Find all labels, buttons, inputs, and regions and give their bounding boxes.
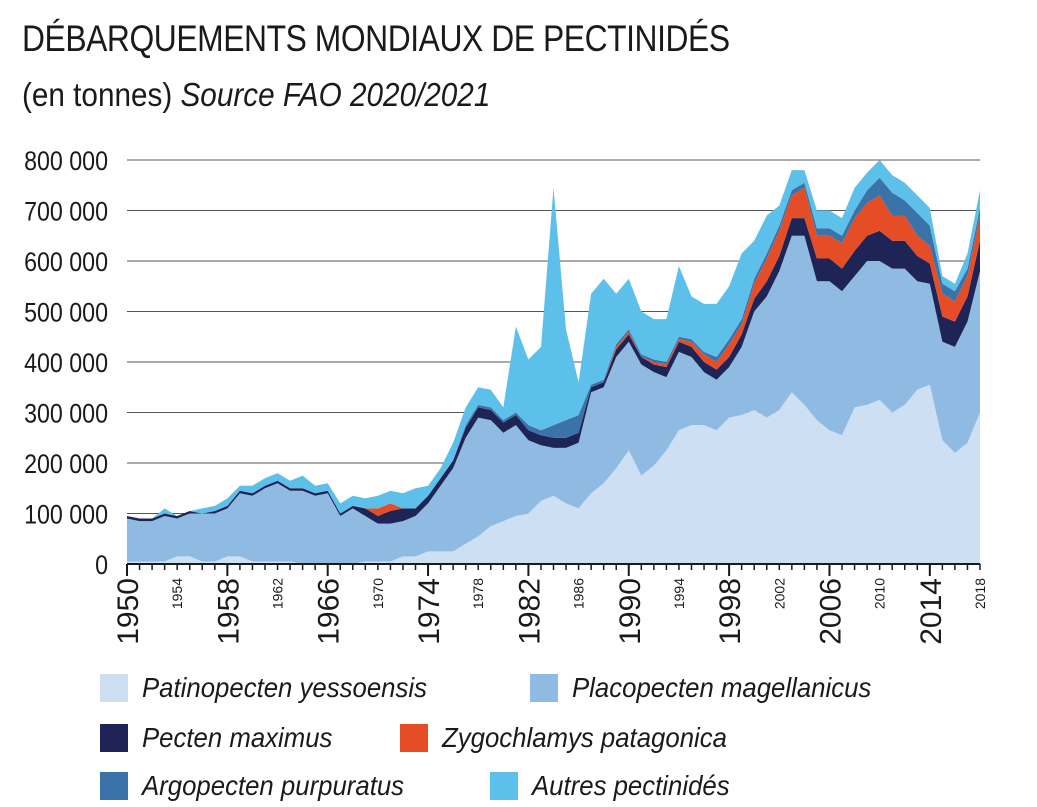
x-tick-label-minor: 1978 (470, 578, 486, 609)
x-tick-label-minor: 2002 (771, 578, 787, 609)
x-tick-label-major: 1998 (714, 578, 747, 645)
y-tick-label: 300 000 (24, 399, 108, 429)
legend-item: Placopecten magellanicus (530, 672, 897, 704)
area-pecten-maximus (127, 218, 980, 524)
stacked-area-chart: 0 100 000 200 000 300 000 400 000 500 000 600 … (24, 146, 988, 645)
y-tick-label: 100 000 (24, 500, 108, 530)
area-zygochlamys-patagonica (127, 187, 980, 519)
legend-item: Argopecten purpuratus (100, 770, 427, 802)
x-tick-label-major: 1950 (112, 578, 145, 645)
area-autres-pectinid-s (127, 160, 980, 519)
y-tick-label: 500 000 (24, 298, 108, 328)
legend-label: Patinopecten yessoensis (142, 672, 427, 703)
y-tick-label: 800 000 (24, 146, 108, 176)
area-series (127, 160, 980, 565)
x-tick-label-major: 2006 (814, 578, 847, 645)
legend-swatch (530, 674, 558, 702)
y-axis: 0 100 000 200 000 300 000 400 000 500 000 600 … (24, 146, 108, 580)
x-tick-label-minor: 1970 (370, 578, 386, 609)
legend-item: Patinopecten yessoensis (100, 672, 452, 704)
subtitle-source: Source FAO 2020/2021 (180, 76, 491, 113)
legend-item: Zygochlamys patagonica (400, 722, 752, 754)
legend-swatch (100, 772, 128, 800)
x-tick-label-minor: 1962 (270, 578, 286, 609)
x-tick-label-major: 1990 (614, 578, 647, 645)
legend-swatch (490, 772, 518, 800)
legend-item: Autres pectinidés (490, 770, 747, 802)
x-tick-label-major: 2014 (915, 578, 948, 645)
legend-label: Pecten maximus (142, 722, 333, 753)
x-tick-label-major: 1958 (212, 578, 245, 645)
x-tick-label-minor: 1954 (169, 578, 185, 609)
legend-label: Zygochlamys patagonica (442, 722, 727, 753)
area-argopecten-purpuratus (127, 177, 980, 519)
x-tick-label-minor: 2010 (872, 578, 888, 609)
legend-swatch (100, 724, 128, 752)
x-tick-label-major: 1966 (313, 578, 346, 645)
y-tick-label: 200 000 (24, 449, 108, 479)
legend-label: Placopecten magellanicus (572, 672, 872, 703)
legend-swatch (100, 674, 128, 702)
subtitle-unit: (en tonnes) (22, 76, 173, 113)
x-tick-label-major: 1974 (413, 578, 446, 645)
x-tick-label-minor: 1994 (671, 578, 687, 609)
y-tick-label: 400 000 (24, 348, 108, 378)
legend-label: Autres pectinidés (532, 770, 730, 801)
chart-title: DÉBARQUEMENTS MONDIAUX DE PECTINIDÉS (22, 18, 730, 59)
y-tick-label: 700 000 (24, 197, 108, 227)
x-tick-label-minor: 1986 (571, 578, 587, 609)
legend-label: Argopecten purpuratus (142, 770, 405, 801)
area-patinopecten-yessoensis (127, 384, 980, 564)
x-tick-label-major: 1982 (513, 578, 546, 645)
chart-subtitle: (en tonnes) Source FAO 2020/2021 (22, 76, 490, 114)
legend-swatch (400, 724, 428, 752)
x-tick-label-minor: 2018 (972, 578, 988, 609)
y-tick-label: 0 (95, 550, 108, 580)
y-tick-label: 600 000 (24, 247, 108, 277)
x-axis: 1950 1958 1966 1974 1982 1990 1998 2006 2014 1954… (112, 563, 988, 645)
legend-item: Pecten maximus (100, 722, 349, 754)
area-placopecten-magellanicus (127, 235, 980, 565)
